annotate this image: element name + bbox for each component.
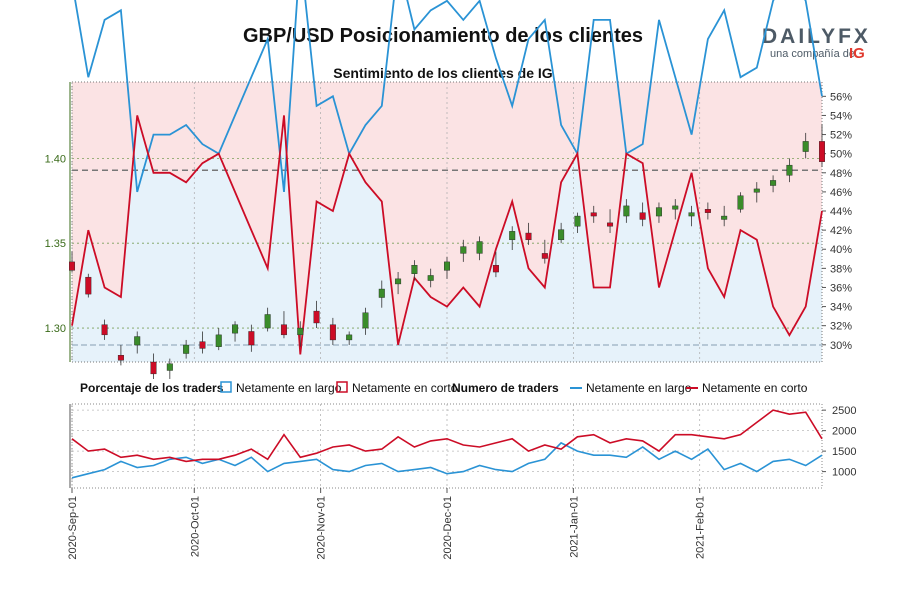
date-tick-label: 2021-Feb-01 <box>695 496 707 559</box>
candle-body <box>623 205 630 217</box>
legend-section-count: Numero de traders <box>452 381 559 395</box>
candle-body <box>85 276 92 295</box>
pct-tick-label: 52% <box>830 130 852 142</box>
candle-body <box>655 207 662 217</box>
count-tick-label: 1500 <box>832 446 856 458</box>
pct-tick-label: 30% <box>830 340 852 352</box>
legend-short2-label: Netamente en corto <box>702 381 808 395</box>
candle-body <box>607 222 614 227</box>
date-tick-label: 2020-Dec-01 <box>442 496 454 560</box>
legend-short-label: Netamente en corto <box>352 381 458 395</box>
candle-body <box>444 261 450 271</box>
long-count-line <box>71 441 823 479</box>
count-tick-label: 2000 <box>832 426 856 438</box>
candle-body <box>166 363 173 371</box>
candle-body <box>395 278 402 285</box>
candle-body <box>427 275 434 281</box>
pct-tick-label: 34% <box>830 302 852 314</box>
price-tick-label: 1.35 <box>45 238 66 250</box>
date-tick-label: 2020-Sep-01 <box>67 496 79 560</box>
date-tick-label: 2020-Oct-01 <box>189 496 201 557</box>
candle-body <box>460 246 467 254</box>
dailyfx-logo: DAILYFX una compañía de IG <box>762 25 871 62</box>
pct-tick-label: 48% <box>830 168 852 180</box>
candle-body <box>134 336 141 346</box>
candle-body <box>574 215 581 227</box>
candle-body <box>117 355 124 361</box>
candle-body <box>150 361 157 375</box>
pct-tick-label: 38% <box>830 263 852 275</box>
candle-body <box>541 253 548 259</box>
candle-body <box>199 341 206 349</box>
candle-body <box>525 232 532 241</box>
price-tick-label: 1.40 <box>45 153 66 165</box>
candle-body <box>786 164 793 176</box>
candle-body <box>639 212 646 220</box>
candle-body <box>101 324 108 336</box>
candle-body <box>688 212 695 217</box>
candle-body <box>509 231 516 241</box>
pct-tick-label: 40% <box>830 244 852 256</box>
logo-tagline: una compañía de <box>770 48 855 60</box>
candle-body <box>753 188 760 193</box>
candle-body <box>183 344 190 354</box>
candle-body <box>378 288 385 298</box>
candle-body <box>215 334 222 347</box>
chart-subtitle: Sentimiento de los clientes de IG <box>333 65 552 81</box>
pct-tick-label: 56% <box>830 91 852 103</box>
candle-body <box>558 229 565 241</box>
candle-body <box>721 215 728 220</box>
date-tick-label: 2020-Nov-01 <box>316 496 328 560</box>
short-count-line <box>71 409 823 463</box>
long-pct-line <box>74 0 823 193</box>
long-area <box>72 115 822 363</box>
candle-body <box>313 310 320 324</box>
legend-long-label: Netamente en largo <box>236 381 342 395</box>
candle-body <box>590 212 597 217</box>
date-tick-label: 2021-Jan-01 <box>568 496 580 558</box>
logo-wordmark: DAILYFX <box>762 25 871 48</box>
candle-body <box>362 312 369 329</box>
logo-ig: IG <box>849 45 865 62</box>
candle-body <box>232 324 239 334</box>
candle-body <box>492 265 499 273</box>
pct-tick-label: 36% <box>830 282 852 294</box>
legend-long2-label: Netamente en largo <box>586 381 692 395</box>
pct-tick-label: 44% <box>830 206 852 218</box>
pct-tick-label: 42% <box>830 225 852 237</box>
candle-body <box>297 327 304 336</box>
price-tick-label: 1.30 <box>45 323 66 335</box>
candle-body <box>346 334 353 341</box>
sentiment-plot: 30% 32% 34% 36% 38% 40% 42% 44% 46% 48% 50% 52% 54% 5… <box>45 0 852 379</box>
count-tick-label: 2500 <box>832 405 856 417</box>
legend-short-swatch <box>336 381 348 393</box>
legend-section-percent: Porcentaje de los traders <box>80 381 224 395</box>
pct-tick-label: 46% <box>830 187 852 199</box>
date-axis: 2020-Sep-01 2020-Oct-01 2020-Nov-01 2020-De… <box>67 488 707 560</box>
pct-tick-label: 50% <box>830 149 852 161</box>
candle-body <box>672 205 679 210</box>
candle-body <box>411 265 418 274</box>
candle-body <box>802 141 809 152</box>
candle-body <box>329 324 336 341</box>
short-pct-line <box>71 115 823 355</box>
pct-tick-label: 32% <box>830 321 852 333</box>
count-tick-label: 1000 <box>832 467 856 479</box>
legend-long-swatch <box>220 381 232 393</box>
candle-body <box>248 331 255 346</box>
trader-count-plot: 1000 1500 2000 2500 <box>69 403 856 489</box>
candle-body <box>737 195 744 210</box>
candle-body <box>280 324 287 336</box>
candle-body <box>819 141 825 162</box>
candle-body <box>264 314 271 329</box>
chart-title: GBP/USD Posicionamiento de los clientes <box>243 25 643 47</box>
legend: Porcentaje de los traders Netamente en l… <box>80 381 808 395</box>
candle-body <box>69 261 75 271</box>
pct-tick-label: 54% <box>830 110 852 122</box>
candle-body <box>704 209 711 213</box>
candle-body <box>770 180 777 186</box>
candle-body <box>476 241 483 254</box>
